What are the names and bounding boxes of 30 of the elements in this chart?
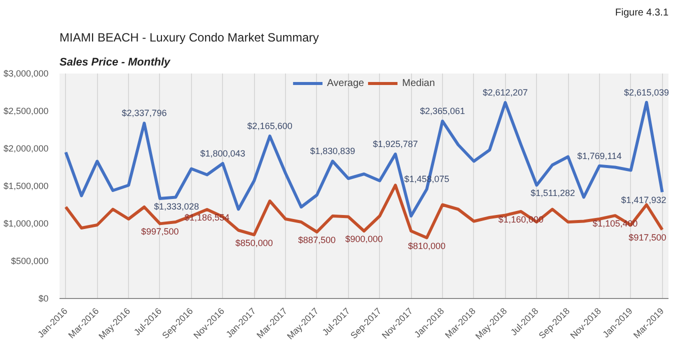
data-label: $1,511,282 xyxy=(530,188,576,198)
data-label: $1,830,839 xyxy=(310,146,356,156)
legend-label: Median xyxy=(402,78,435,88)
data-label: $917,500 xyxy=(628,232,666,243)
caption: Figure 4.3.1 xyxy=(615,8,669,18)
y-tick-label: $1,500,000 xyxy=(3,181,49,191)
data-label: $1,333,028 xyxy=(154,202,199,212)
chart-title: MIAMI BEACH - Luxury Condo Market Summary xyxy=(60,30,319,44)
y-tick-label: $3,000,000 xyxy=(3,68,49,78)
y-tick-label: $2,000,000 xyxy=(3,144,49,154)
data-label: $1,800,043 xyxy=(200,148,246,158)
data-label: $1,769,114 xyxy=(577,150,622,161)
data-label: $810,000 xyxy=(408,240,446,251)
data-label: $997,500 xyxy=(141,226,179,237)
data-label: $2,612,207 xyxy=(482,88,528,98)
data-label: $2,365,061 xyxy=(420,106,466,116)
data-label: $900,000 xyxy=(345,234,383,244)
data-label: $2,337,796 xyxy=(122,108,167,118)
y-tick-label: $2,500,000 xyxy=(3,106,49,116)
data-label: $1,417,932 xyxy=(621,195,666,206)
y-tick-label: $1,000,000 xyxy=(3,218,49,228)
chart-subtitle: Sales Price - Monthly xyxy=(60,56,172,68)
y-tick-label: $500,000 xyxy=(10,256,49,266)
data-label: $887,500 xyxy=(298,234,336,245)
legend-label: Average xyxy=(327,78,364,88)
data-label: $850,000 xyxy=(235,238,273,248)
data-label: $1,925,787 xyxy=(372,139,418,150)
data-label: $2,165,600 xyxy=(247,121,292,132)
data-label: $2,615,039 xyxy=(624,87,670,98)
y-tick-label: $0 xyxy=(38,294,49,304)
